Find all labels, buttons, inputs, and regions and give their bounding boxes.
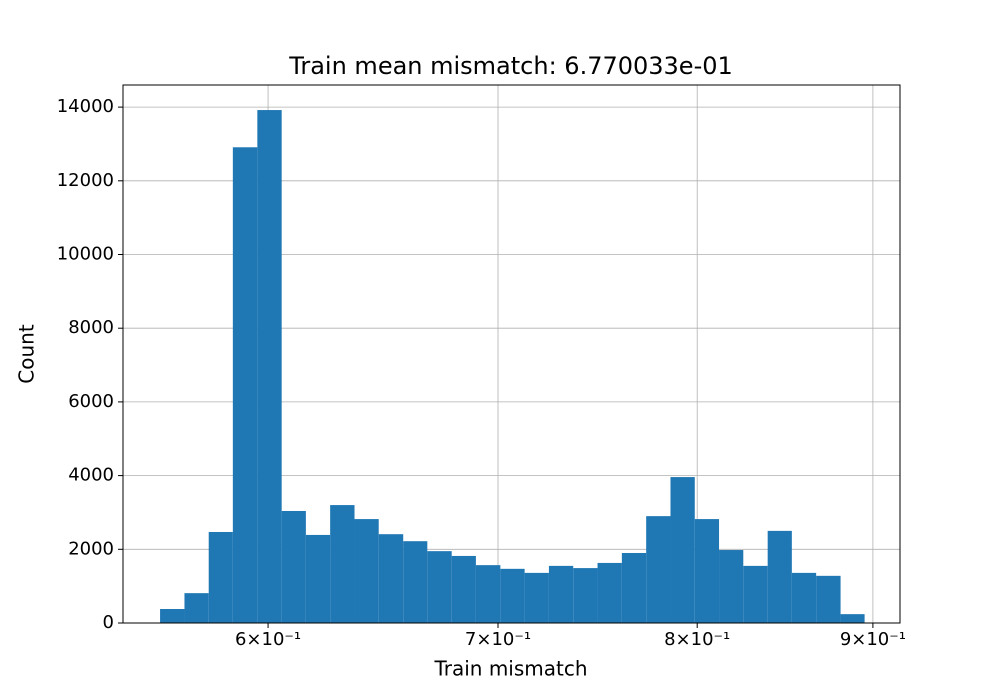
bar: [670, 477, 695, 623]
y-tick-label: 4000: [68, 465, 114, 486]
bar: [378, 534, 404, 623]
bar: [767, 530, 792, 623]
bar: [524, 572, 549, 623]
x-axis-label: Train mismatch: [433, 657, 587, 681]
bar: [548, 565, 574, 623]
bar: [621, 552, 647, 623]
bar: [403, 541, 428, 623]
bar: [208, 531, 233, 623]
y-axis-label: Count: [15, 324, 39, 384]
x-tick-label: 7×10⁻¹: [465, 629, 531, 650]
y-tick-label: 14000: [57, 96, 114, 117]
y-tick-label: 6000: [68, 391, 114, 412]
bar: [281, 510, 306, 623]
bar: [500, 568, 525, 623]
bar: [305, 534, 331, 623]
bar: [427, 551, 452, 623]
bar: [743, 565, 768, 623]
bar: [354, 519, 379, 623]
y-tick-label: 10000: [57, 244, 114, 265]
y-tick-label: 0: [103, 612, 114, 633]
bar: [791, 572, 817, 623]
bar: [232, 147, 258, 624]
bar: [694, 519, 720, 623]
y-tick-label: 8000: [68, 317, 114, 338]
bars: [160, 110, 865, 624]
x-tick-label: 9×10⁻¹: [840, 629, 906, 650]
bar: [719, 550, 744, 623]
bar: [840, 614, 865, 623]
bar: [160, 608, 185, 623]
bar: [573, 568, 598, 623]
bar: [451, 555, 476, 623]
bar: [816, 575, 841, 623]
y-tick-label: 2000: [68, 538, 114, 559]
bar: [475, 565, 501, 623]
y-tick-label: 12000: [57, 170, 114, 191]
ticks: 0 2000 4000 6000 8000 10000 12000 14000 6×10⁻¹ 7×…: [57, 96, 906, 650]
bar: [597, 562, 622, 623]
axes-frame: [122, 84, 901, 624]
x-tick-label: 6×10⁻¹: [235, 629, 301, 650]
bar: [330, 505, 355, 623]
bar: [257, 110, 282, 623]
bar: [184, 593, 209, 623]
chart-title: Train mean mismatch: 6.770033e-01: [288, 52, 733, 80]
x-tick-label: 8×10⁻¹: [664, 629, 730, 650]
bar: [646, 516, 671, 623]
